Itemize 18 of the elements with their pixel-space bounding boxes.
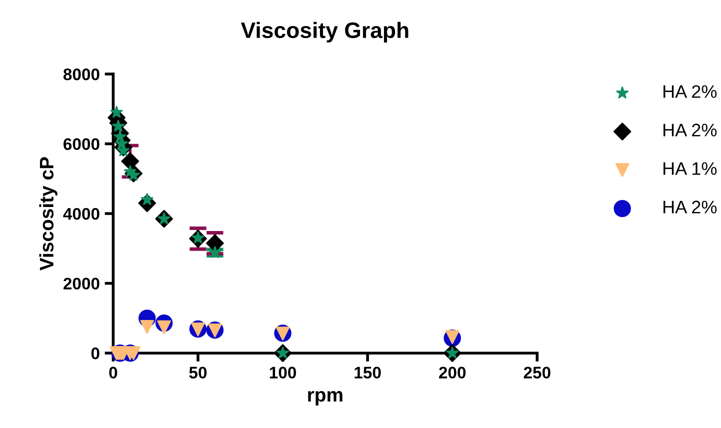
x-tick-label: 250 xyxy=(524,366,550,379)
legend-label: HA 1% xyxy=(664,162,717,175)
y-tick-label: 0 xyxy=(91,348,100,360)
x-tick-label: 150 xyxy=(354,366,381,379)
legend-label: HA 2% xyxy=(664,124,717,136)
legend-label: HA 2% xyxy=(664,85,717,98)
chart-title: Viscosity Graph xyxy=(240,22,408,43)
x-tick-label: 0 xyxy=(109,366,118,379)
y-tick-label: 8000 xyxy=(63,68,100,80)
y-tick-label: 2000 xyxy=(64,278,100,290)
legend-label: HA 2% xyxy=(664,200,717,214)
x-tick-label: 200 xyxy=(439,366,466,379)
x-tick-label: 100 xyxy=(270,366,296,379)
y-tick-label: 4000 xyxy=(63,208,100,220)
x-tick-label: 50 xyxy=(189,366,207,379)
y-tick-label: 6000 xyxy=(64,138,100,150)
x-axis-title: rpm xyxy=(308,390,342,406)
y-axis-title: Viscosity cP xyxy=(39,157,58,271)
